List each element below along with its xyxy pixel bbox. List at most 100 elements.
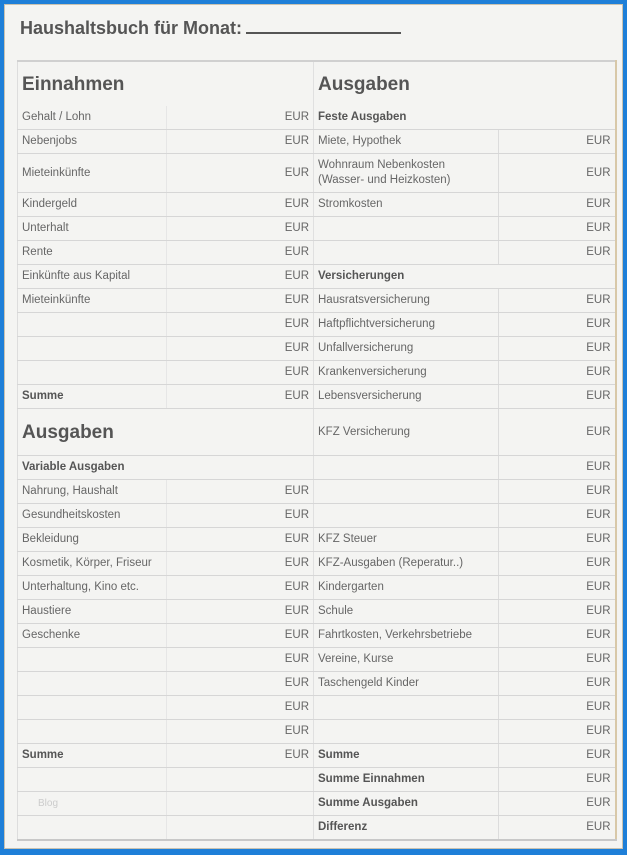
left-amount-field[interactable]: EUR [166,719,314,744]
left-amount-field[interactable]: EUR [166,153,314,193]
right-amount-field[interactable]: EUR [498,216,616,241]
right-amount-field[interactable]: EUR [498,695,616,720]
right-amount-field[interactable]: EUR [498,408,616,456]
right-amount-field[interactable]: EUR [498,240,616,265]
right-label: Summe Einnahmen [313,767,499,792]
left-amount-field[interactable]: EUR [166,695,314,720]
table-row: Haustiere EUR Schule EUR [17,599,616,624]
left-label [17,815,167,841]
right-label: Versicherungen [313,264,616,289]
right-amount-field[interactable]: EUR [498,671,616,696]
right-label: KFZ-Ausgaben (Reperatur..) [313,551,499,576]
left-amount-field[interactable]: EUR [166,312,314,337]
table-row: EUR Haftpflichtversicherung EUR [17,312,616,337]
table-row: Gesundheitskosten EUR EUR [17,503,616,528]
table-row: Variable Ausgaben EUR [17,455,616,480]
left-label [17,671,167,696]
left-amount-field[interactable]: EUR [166,129,314,154]
right-amount-field[interactable]: EUR [498,767,616,792]
left-label: Nahrung, Haushalt [17,479,167,504]
left-label: Blog [17,791,167,816]
left-amount-field[interactable] [167,61,314,106]
left-label: Kindergeld [17,192,167,217]
left-amount-field[interactable]: EUR [166,479,314,504]
left-amount-field[interactable]: EUR [166,599,314,624]
table-row: Rente EUR EUR [17,240,616,265]
section-heading-row: Einnahmen Ausgaben [18,61,616,106]
left-label [17,360,167,385]
left-amount-field[interactable] [166,791,314,816]
right-amount-field[interactable]: EUR [498,129,616,154]
right-amount-field[interactable]: EUR [498,455,616,480]
right-amount-field[interactable]: EUR [498,647,616,672]
left-amount-field[interactable]: EUR [166,575,314,600]
left-label: Summe [17,384,167,409]
right-amount-field[interactable]: EUR [498,527,616,552]
table-row: Ausgaben KFZ Versicherung EUR [17,408,616,456]
left-amount-field[interactable]: EUR [166,647,314,672]
left-amount-field[interactable]: EUR [166,360,314,385]
right-amount-field[interactable]: EUR [498,599,616,624]
right-amount-field[interactable]: EUR [498,360,616,385]
left-label: Variable Ausgaben [17,455,314,480]
right-amount-field[interactable]: EUR [498,503,616,528]
left-amount-field[interactable]: EUR [166,743,314,768]
right-amount-field[interactable] [499,61,616,106]
left-label: Einkünfte aus Kapital [17,264,167,289]
left-label [17,647,167,672]
right-label: Ausgaben [313,61,499,106]
right-amount-field[interactable]: EUR [498,815,616,841]
left-amount-field[interactable]: EUR [166,551,314,576]
table-row: Mieteinkünfte EUR Wohnraum Nebenkosten (Wa… [17,153,616,193]
left-amount-field[interactable]: EUR [166,336,314,361]
right-amount-field[interactable]: EUR [498,312,616,337]
right-label: Stromkosten [313,192,499,217]
budget-table: Einnahmen Ausgaben Gehalt / Lohn EUR Feste A… [17,60,617,841]
table-row: Blog Summe Ausgaben EUR [17,791,616,816]
left-amount-field[interactable] [166,815,314,841]
table-row: Geschenke EUR Fahrtkosten, Verkehrsbetrieb… [17,623,616,648]
left-amount-field[interactable]: EUR [166,216,314,241]
right-amount-field[interactable]: EUR [498,791,616,816]
left-label: Mieteinkünfte [17,288,167,313]
table-row: Summe Einnahmen EUR [17,767,616,792]
right-amount-field[interactable]: EUR [498,551,616,576]
right-amount-field[interactable]: EUR [498,623,616,648]
right-amount-field[interactable]: EUR [498,384,616,409]
right-label: Miete, Hypothek [313,129,499,154]
left-label: Bekleidung [17,527,167,552]
right-label [313,695,499,720]
right-amount-field[interactable]: EUR [498,153,616,193]
left-amount-field[interactable]: EUR [166,384,314,409]
left-label: Geschenke [17,623,167,648]
right-amount-field[interactable]: EUR [498,743,616,768]
right-label [313,216,499,241]
table-row: Summe EUR Lebensversicherung EUR [17,384,616,409]
right-amount-field[interactable]: EUR [498,575,616,600]
left-label [17,336,167,361]
table-row: Nebenjobs EUR Miete, Hypothek EUR [17,129,616,154]
left-amount-field[interactable]: EUR [166,106,314,130]
right-label: Summe Ausgaben [313,791,499,816]
right-amount-field[interactable]: EUR [498,336,616,361]
table-row: Kosmetik, Körper, Friseur EUR KFZ-Ausgaben… [17,551,616,576]
left-amount-field[interactable]: EUR [166,503,314,528]
left-amount-field[interactable]: EUR [166,527,314,552]
right-label: Hausratsversicherung [313,288,499,313]
right-amount-field[interactable]: EUR [498,288,616,313]
left-amount-field[interactable]: EUR [166,671,314,696]
table-row: Gehalt / Lohn EUR Feste Ausgaben [17,106,616,130]
left-amount-field[interactable]: EUR [166,288,314,313]
right-amount-field[interactable]: EUR [498,192,616,217]
left-amount-field[interactable]: EUR [166,192,314,217]
left-label [17,312,167,337]
left-amount-field[interactable]: EUR [166,240,314,265]
right-amount-field[interactable]: EUR [498,719,616,744]
right-amount-field[interactable]: EUR [498,479,616,504]
left-label: Rente [17,240,167,265]
left-amount-field[interactable]: EUR [166,264,314,289]
left-amount-field[interactable] [166,767,314,792]
left-amount-field[interactable]: EUR [166,623,314,648]
left-label: Ausgaben [17,408,314,456]
left-label [17,767,167,792]
